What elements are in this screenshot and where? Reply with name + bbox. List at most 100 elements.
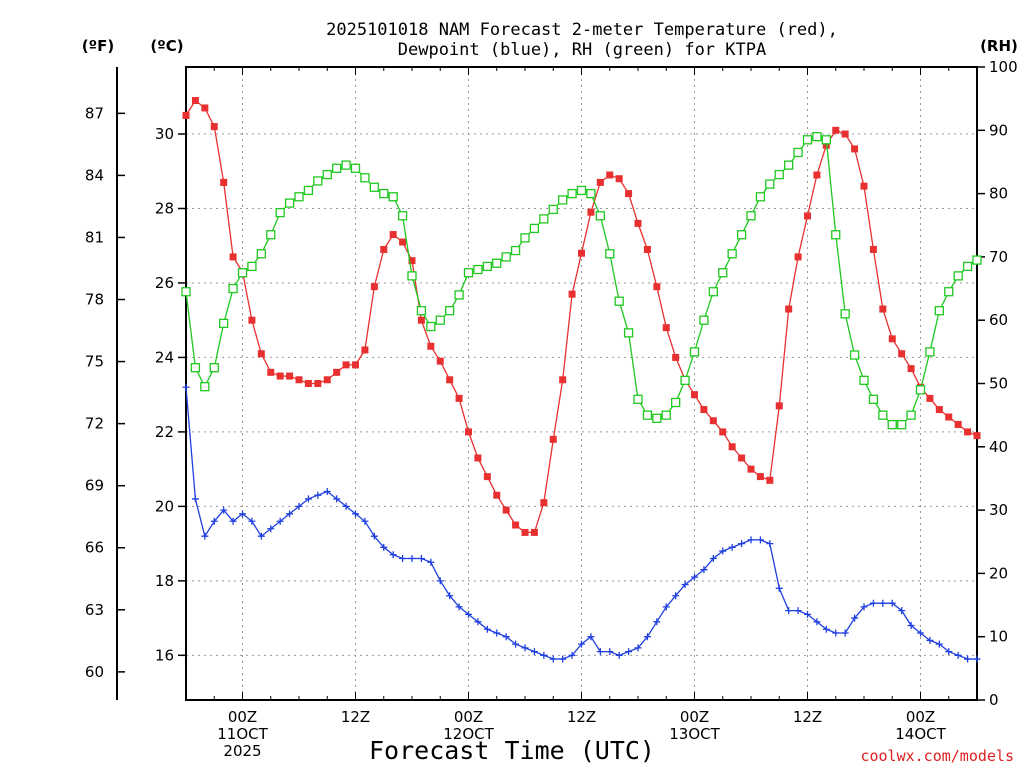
rh-point (501, 252, 511, 262)
temperature-point (785, 305, 793, 313)
dewpoint-point (747, 536, 755, 544)
rh-point (831, 230, 841, 240)
celsius-tick-label: 26 (155, 274, 174, 292)
dewpoint-point (785, 607, 793, 615)
rh-point (567, 188, 577, 199)
rh-point (529, 223, 540, 234)
rh-unit-label: (RH) (980, 37, 1018, 55)
rh-point (266, 230, 276, 240)
rh-point (840, 309, 850, 319)
dewpoint-point (455, 603, 463, 611)
rh-point (727, 249, 737, 259)
celsius-tick-label: 22 (155, 423, 174, 441)
rh-point (200, 382, 210, 392)
dewpoint-point (417, 555, 425, 563)
temperature-point (512, 521, 520, 529)
fahrenheit-tick-label: 60 (85, 663, 104, 681)
temperature-point (804, 212, 811, 220)
celsius-tick-label: 28 (155, 199, 174, 217)
temperature-point (879, 305, 887, 313)
dewpoint-point (615, 651, 623, 659)
rh-point (878, 410, 888, 420)
rh-point (416, 306, 427, 316)
rh-point (755, 192, 766, 202)
rh-point (284, 198, 295, 208)
dewpoint-point (559, 655, 567, 663)
dewpoint-point (898, 607, 906, 615)
temperature-point (210, 123, 218, 131)
temperature-point (813, 171, 821, 179)
series-layer (181, 97, 982, 663)
dewpoint-point (935, 640, 943, 648)
dewpoint-point (389, 551, 397, 559)
dewpoint-point (653, 618, 661, 626)
dewpoint-point (446, 592, 454, 600)
fahrenheit-tick-label: 75 (85, 353, 104, 371)
dewpoint-point (926, 636, 934, 644)
temperature-point (615, 175, 623, 183)
x-tick-label: 12OCT (443, 725, 494, 743)
temperature-point (295, 376, 303, 384)
dewpoint-point (540, 651, 548, 659)
temperature-point (436, 357, 444, 365)
temperature-point (691, 391, 698, 399)
temperature-point (304, 380, 312, 387)
rh-point (718, 268, 728, 278)
dewpoint-point (370, 532, 378, 540)
fahrenheit-tick-label: 87 (85, 104, 104, 122)
rh-point (539, 214, 549, 224)
rh-point (906, 410, 916, 420)
temperature-point (286, 372, 294, 380)
rh-point (934, 306, 944, 316)
rh-point (868, 394, 879, 404)
dewpoint-point (851, 614, 859, 622)
rh-point (605, 249, 615, 259)
temperature-point (935, 406, 943, 414)
dewpoint-point (229, 517, 237, 525)
temperature-point (540, 499, 548, 507)
rh-tick-label: 0 (989, 691, 999, 709)
rh-point (426, 321, 436, 332)
rh-point (313, 176, 323, 186)
rh-point (962, 261, 973, 272)
rh-point (699, 315, 709, 325)
x-tick-label: 00Z (906, 708, 935, 726)
x-tick-label: 00Z (454, 708, 483, 726)
rh-tick-label: 60 (989, 311, 1008, 329)
dewpoint-point (691, 573, 698, 581)
rh-tick-label: 90 (989, 121, 1008, 139)
rh-point (360, 173, 370, 183)
temperature-point (276, 372, 284, 380)
fahrenheit-tick-label: 78 (85, 291, 104, 309)
x-tick-label: 12Z (341, 708, 370, 726)
temperature-point (898, 350, 906, 358)
dewpoint-point (681, 581, 689, 589)
temperature-point (869, 245, 877, 253)
rh-point (332, 163, 342, 173)
dewpoint-point (267, 525, 275, 533)
dewpoint-point (879, 599, 887, 607)
rh-tick-label: 10 (989, 628, 1008, 646)
temperature-point (672, 353, 680, 361)
rh-point (595, 211, 605, 221)
temperature-point (370, 283, 378, 291)
dewpoint-point (700, 566, 708, 574)
x-tick-label: 13OCT (669, 725, 720, 743)
dewpoint-point (775, 584, 783, 592)
temperature-point (653, 283, 661, 291)
temperature-point (408, 257, 416, 265)
rh-point (445, 306, 455, 316)
rh-point (388, 192, 398, 202)
rh-point (623, 328, 634, 338)
temperature-point (502, 506, 510, 514)
temperature-point (775, 402, 783, 410)
series-line-0 (185, 99, 978, 534)
fahrenheit-unit-label: (ºF) (82, 37, 114, 55)
rh-point (586, 188, 596, 199)
dewpoint-point (719, 547, 727, 555)
temperature-point (389, 231, 397, 239)
credit-link[interactable]: coolwx.com/models (860, 747, 1014, 765)
dewpoint-point (964, 655, 972, 663)
fahrenheit-tick-label: 69 (85, 477, 104, 495)
x-tick-label: 2025 (223, 742, 261, 760)
